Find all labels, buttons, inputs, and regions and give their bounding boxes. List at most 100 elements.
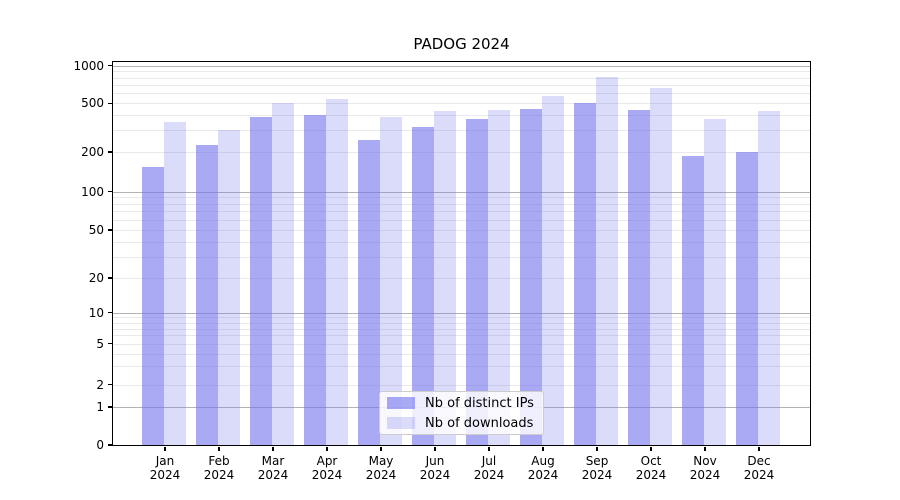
gridline-minor-3	[113, 366, 810, 368]
gridline-minor-20	[113, 278, 810, 279]
xtick-mark-may	[380, 446, 382, 451]
xtick-label-may-year: 2024	[365, 468, 397, 482]
legend-label-downloads: Nb of downloads	[425, 415, 534, 431]
xtick-mark-feb	[218, 446, 220, 451]
bar-jun-downloads	[434, 110, 456, 445]
xtick-mark-nov	[704, 446, 706, 451]
bar-mar-downloads	[272, 103, 294, 445]
bar-apr-downloads	[326, 98, 348, 445]
bar-feb-downloads	[218, 130, 240, 445]
gridline-minor-600	[113, 93, 810, 95]
xtick-label-may-month: May	[368, 454, 394, 468]
bar-jan-distinct-ips	[142, 166, 164, 445]
xtick-label-oct-year: 2024	[635, 468, 667, 482]
legend-label-distinct-ips: Nb of distinct IPs	[425, 395, 534, 411]
bar-may-distinct-ips	[358, 140, 380, 445]
gridline-minor-700	[113, 85, 810, 86]
bar-oct-downloads	[650, 88, 672, 445]
gridline-minor-80	[113, 203, 810, 205]
ytick-label-200: 200	[81, 145, 104, 159]
xtick-label-dec-month: Dec	[747, 454, 771, 468]
xtick-label-feb-year: 2024	[203, 468, 235, 482]
gridline-minor-50	[113, 230, 810, 231]
gridline-minor-200	[113, 152, 810, 153]
bar-aug-distinct-ips	[520, 108, 542, 445]
legend-row-distinct-ips: Nb of distinct IPs	[387, 396, 536, 411]
gridline-minor-500	[113, 103, 810, 105]
xtick-mark-sep	[596, 446, 598, 451]
gridline-minor-800	[113, 77, 810, 79]
gridline-minor-6	[113, 335, 810, 337]
xtick-label-mar-year: 2024	[257, 468, 289, 482]
xtick-label-jan-month: Jan	[155, 454, 175, 468]
xtick-label-jan-year: 2024	[149, 468, 181, 482]
ytick-mark-5	[108, 342, 112, 345]
legend-row-downloads: Nb of downloads	[387, 416, 536, 431]
bar-nov-distinct-ips	[682, 156, 704, 445]
bar-feb-distinct-ips	[196, 144, 218, 445]
bar-dec-distinct-ips	[736, 152, 758, 445]
xtick-mark-mar	[272, 446, 274, 451]
ytick-label-20: 20	[88, 271, 104, 285]
ytick-mark-10	[108, 311, 112, 314]
bar-dec-downloads	[758, 111, 780, 445]
ytick-label-50: 50	[88, 223, 104, 237]
xtick-mark-apr	[326, 446, 328, 451]
ytick-mark-100	[108, 190, 112, 193]
chart-title: PADOG 2024	[413, 35, 510, 53]
xtick-label-sep-month: Sep	[585, 454, 609, 468]
ytick-mark-200	[108, 151, 112, 153]
gridline-minor-4	[113, 353, 810, 355]
ytick-mark-1	[108, 406, 112, 408]
xtick-label-jul-year: 2024	[473, 468, 505, 482]
gridline-minor-7	[113, 328, 810, 330]
gridline-minor-60	[113, 219, 810, 221]
xtick-mark-oct	[650, 446, 652, 451]
gridline-minor-2	[113, 384, 810, 386]
ytick-label-1: 1	[96, 400, 104, 414]
plot-frame	[112, 61, 811, 446]
bar-may-downloads	[380, 117, 402, 445]
xtick-label-aug-month: Aug	[531, 454, 555, 468]
xtick-label-nov-month: Nov	[693, 454, 717, 468]
bar-jul-downloads	[488, 110, 510, 445]
xtick-label-aug-year: 2024	[527, 468, 559, 482]
gridline-minor-9	[113, 317, 810, 319]
xtick-label-mar-month: Mar	[261, 454, 285, 468]
bar-nov-downloads	[704, 118, 726, 445]
xtick-mark-jul	[488, 446, 490, 451]
ytick-label-500: 500	[81, 96, 104, 111]
gridline-minor-900	[113, 71, 810, 73]
xtick-mark-dec	[758, 446, 760, 451]
gridline-minor-70	[113, 211, 810, 213]
ytick-label-5: 5	[96, 336, 104, 351]
bar-jul-distinct-ips	[466, 119, 488, 445]
gridline-minor-90	[113, 197, 810, 199]
bar-jun-distinct-ips	[412, 127, 434, 445]
ytick-label-2: 2	[96, 377, 104, 392]
legend-swatch-downloads	[387, 417, 415, 429]
bar-sep-downloads	[596, 77, 618, 445]
gridline-minor-300	[113, 130, 810, 132]
ytick-label-100: 100	[81, 184, 104, 199]
xtick-mark-jun	[434, 446, 436, 451]
gridline-minor-8	[113, 322, 810, 324]
bar-oct-distinct-ips	[628, 109, 650, 445]
xtick-label-jun-month: Jun	[425, 454, 445, 468]
legend-swatch-distinct-ips	[387, 397, 415, 409]
bar-mar-distinct-ips	[250, 117, 272, 445]
xtick-mark-jan	[164, 446, 166, 451]
xtick-label-jun-year: 2024	[419, 468, 451, 482]
gridline-minor-30	[113, 256, 810, 258]
bar-sep-distinct-ips	[574, 103, 596, 445]
xtick-label-jul-month: Jul	[481, 454, 497, 468]
gridline-minor-5	[113, 343, 810, 345]
xtick-label-nov-year: 2024	[689, 468, 721, 482]
xtick-label-sep-year: 2024	[581, 468, 613, 482]
xtick-label-apr-year: 2024	[311, 468, 343, 482]
gridline-minor-400	[113, 115, 810, 117]
xtick-label-feb-month: Feb	[208, 454, 230, 468]
ytick-mark-50	[108, 229, 112, 231]
gridline-major-10	[113, 312, 810, 314]
